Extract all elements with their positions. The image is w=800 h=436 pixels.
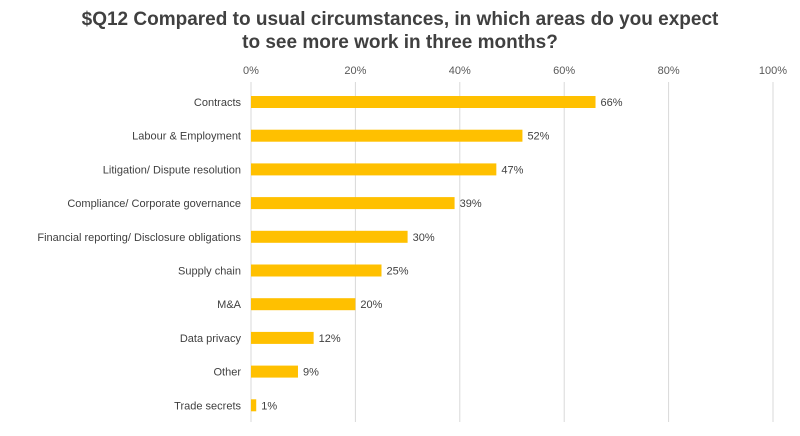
bar xyxy=(251,399,257,412)
category-label: Compliance/ Corporate governance xyxy=(67,198,241,210)
bar xyxy=(251,96,596,108)
bar xyxy=(251,331,314,344)
x-tick-label: 0% xyxy=(243,65,259,77)
category-label: M&A xyxy=(217,299,242,311)
chart-title-line-1: $Q12 Compared to usual circumstances, in… xyxy=(81,9,719,30)
data-label: 52% xyxy=(527,131,549,143)
category-label: Trade secrets xyxy=(174,400,241,412)
category-label: Other xyxy=(213,367,241,379)
data-label: 30% xyxy=(413,232,435,244)
chart-title-line-2: to see more work in three months? xyxy=(242,32,558,53)
category-label: Litigation/ Dispute resolution xyxy=(103,164,241,176)
data-label: 1% xyxy=(261,400,277,412)
x-tick-label: 60% xyxy=(553,65,575,77)
data-label: 39% xyxy=(460,198,482,210)
bar xyxy=(251,298,356,311)
data-label: 12% xyxy=(319,333,341,345)
category-label: Data privacy xyxy=(180,333,242,345)
x-tick-label: 20% xyxy=(344,65,366,77)
category-labels: Contracts Labour & Employment Litigation/ … xyxy=(37,97,241,412)
bar xyxy=(251,197,455,210)
bar xyxy=(251,163,497,176)
x-tick-label: 80% xyxy=(658,65,680,77)
x-tick-label: 40% xyxy=(449,65,471,77)
data-label: 66% xyxy=(601,97,623,109)
x-tick-label: 100% xyxy=(759,65,787,77)
bar xyxy=(251,129,523,142)
category-label: Labour & Employment xyxy=(132,131,241,143)
bars xyxy=(251,96,596,412)
bar xyxy=(251,264,382,277)
data-label: 9% xyxy=(303,367,319,379)
data-labels: 66% 52% 47% 39% 30% 25% 20% 12% 9% 1% xyxy=(261,97,623,412)
category-label: Supply chain xyxy=(178,266,241,278)
data-label: 47% xyxy=(501,164,523,176)
bar xyxy=(251,365,298,378)
category-label: Contracts xyxy=(194,97,242,109)
data-label: 20% xyxy=(360,299,382,311)
x-axis-ticks: 0% 20% 40% 60% 80% 100% xyxy=(243,65,787,77)
data-label: 25% xyxy=(387,266,409,278)
category-label: Financial reporting/ Disclosure obligati… xyxy=(37,232,241,244)
chart-title: $Q12 Compared to usual circumstances, in… xyxy=(0,8,800,54)
bar xyxy=(251,230,408,243)
